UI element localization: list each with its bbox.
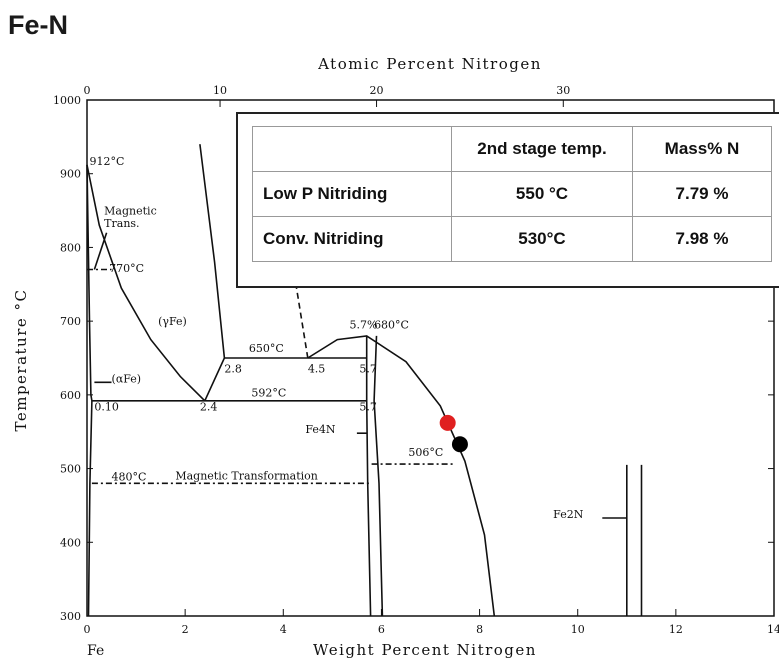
x-tick-label: 2 [182, 623, 189, 636]
fe4n-left [365, 335, 372, 617]
annotation-label: 650°C [249, 342, 284, 355]
table-header-row: 2nd stage temp. Mass% N [252, 126, 772, 172]
annotation-label: 4.5 [308, 363, 326, 376]
table-cell: 7.98 % [632, 216, 772, 262]
epsilon-boundary [307, 335, 496, 617]
annotation-label: 5.7 [359, 400, 377, 413]
x-tick-label: 6 [378, 623, 385, 636]
x-tick-label: 10 [571, 623, 585, 636]
x-end-label-fe: Fe [87, 643, 104, 659]
magnetic-trans-arrow [93, 232, 108, 270]
table-cell: Conv. Nitriding [252, 216, 452, 262]
nitriding-table: 2nd stage temp. Mass% N Low P Nitriding … [236, 112, 779, 288]
table-row: Low P Nitriding 550 °C 7.79 % [252, 171, 772, 217]
table-header-cell: 2nd stage temp. [451, 126, 633, 172]
table-header-cell: Mass% N [632, 126, 772, 172]
x-tick-label: 4 [280, 623, 287, 636]
x-tick-label: 12 [669, 623, 683, 636]
annotation-label: 5.7 [359, 363, 377, 376]
annotation-label: Magnetic [104, 204, 157, 217]
diagram-title: Fe-N [8, 10, 68, 40]
x-tick-label: 8 [476, 623, 483, 636]
annotation-label: Trans. [104, 217, 139, 230]
annotation-label: Fe2N [553, 508, 584, 521]
table-row: Conv. Nitriding 530°C 7.98 % [252, 216, 772, 262]
y-tick-label: 800 [60, 241, 81, 254]
annotation-label: 480°C [112, 470, 147, 483]
x2-tick-label: 0 [84, 84, 91, 97]
table-header-cell [252, 126, 452, 172]
phase-boundaries [86, 144, 643, 617]
x-axis-label: Weight Percent Nitrogen [313, 641, 537, 659]
annotation-label: 680°C [374, 319, 409, 332]
table-cell: Low P Nitriding [252, 171, 452, 217]
annotation-label: 770°C [109, 262, 144, 275]
x2-tick-label: 10 [213, 84, 227, 97]
nitriding-table-grid: 2nd stage temp. Mass% N Low P Nitriding … [252, 126, 772, 262]
table-cell: 7.79 % [632, 171, 772, 217]
y-tick-label: 500 [60, 463, 81, 476]
alpha-gamma-boundary [86, 164, 206, 402]
low-p-nitriding-point [439, 414, 456, 431]
x2-axis-label: Atomic Percent Nitrogen [317, 55, 542, 73]
annotation-label: 506°C [408, 446, 443, 459]
annotation-label: 2.8 [224, 363, 242, 376]
annotation-label: Fe4N [305, 423, 336, 436]
y-tick-label: 900 [60, 168, 81, 181]
table-cell: 530°C [451, 216, 633, 262]
annotation-label: Magnetic Transformation [175, 470, 318, 483]
annotation-label: 2.4 [200, 400, 218, 413]
annotation-label: 5.7% [350, 319, 378, 332]
table-cell: 550 °C [451, 171, 633, 217]
annotation-label: (γFe) [158, 315, 187, 328]
data-points [439, 414, 468, 453]
y-tick-label: 700 [60, 315, 81, 328]
conv-nitriding-point [451, 436, 468, 453]
x-tick-label: 14 [767, 623, 779, 636]
alpha-solvus [86, 164, 93, 617]
y-tick-label: 600 [60, 389, 81, 402]
annotation-label: 0.10 [94, 400, 119, 413]
gamma-solvus [199, 144, 226, 402]
y-tick-label: 300 [60, 610, 81, 623]
plot-frame [86, 99, 775, 617]
annotation-label: 912°C [89, 155, 124, 168]
y-tick-label: 400 [60, 536, 81, 549]
annotation-label: 592°C [251, 386, 286, 399]
fe4n-right [373, 335, 384, 617]
x2-tick-label: 20 [370, 84, 384, 97]
axis-ticks: 0246810121401020304030040050060070080090… [53, 84, 779, 636]
y-tick-label: 1000 [53, 94, 81, 107]
x-tick-label: 0 [84, 623, 91, 636]
x2-tick-label: 30 [556, 84, 570, 97]
annotation-label: (αFe) [112, 372, 142, 385]
y-axis-label: Temperature °C [12, 288, 30, 431]
